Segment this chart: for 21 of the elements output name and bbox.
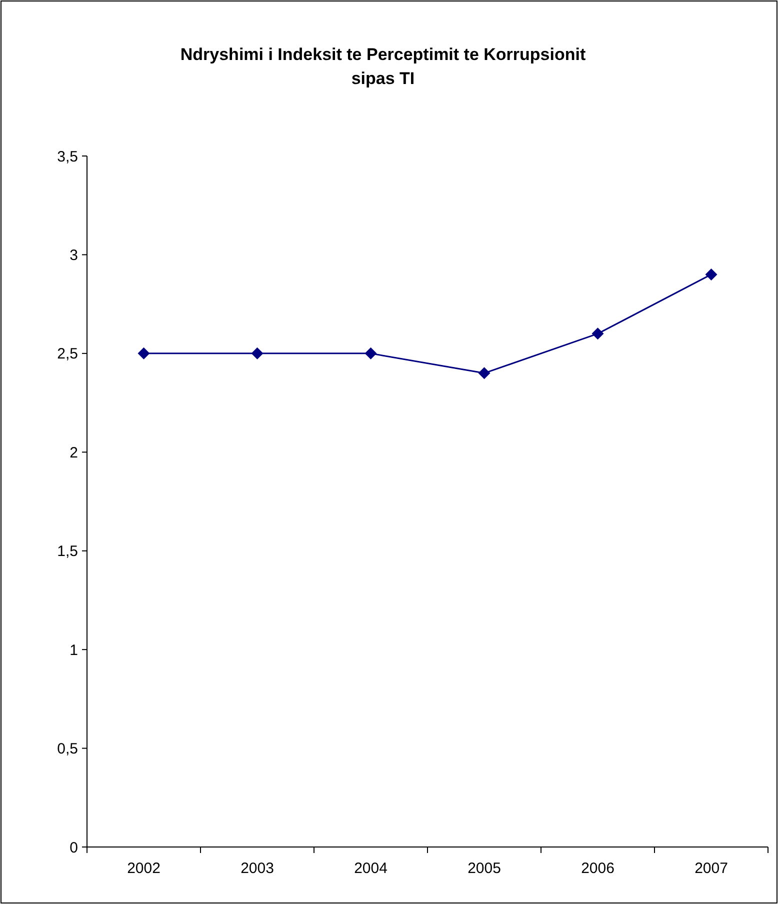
- y-tick-label: 0,5: [57, 740, 78, 758]
- x-tick-label: 2002: [127, 860, 160, 877]
- point: [138, 347, 150, 360]
- point: [478, 367, 490, 380]
- y-tick-label: 1,5: [57, 543, 78, 560]
- point: [705, 268, 718, 280]
- x-tick-label: 2007: [694, 860, 728, 877]
- x-tick-label: 2003: [240, 860, 274, 877]
- chart-title: Ndryshimi i Indeksit te Perceptimit te Korrupsionit sipas TI: [180, 45, 586, 88]
- x-tick-label: 2005: [468, 860, 501, 877]
- y-tick-label: 2,5: [57, 346, 78, 363]
- point: [592, 328, 604, 340]
- point: [364, 347, 377, 360]
- y-tick-label: 0: [70, 839, 78, 856]
- y-tick-label: 3: [70, 246, 78, 264]
- y-tick-label: 1: [70, 642, 78, 659]
- x-tick-label: 2006: [581, 860, 614, 877]
- y-tick-label: 3,5: [57, 148, 78, 166]
- y-tick-label: 2: [70, 444, 78, 462]
- x-tick-label: 2004: [354, 860, 388, 877]
- point: [251, 347, 264, 360]
